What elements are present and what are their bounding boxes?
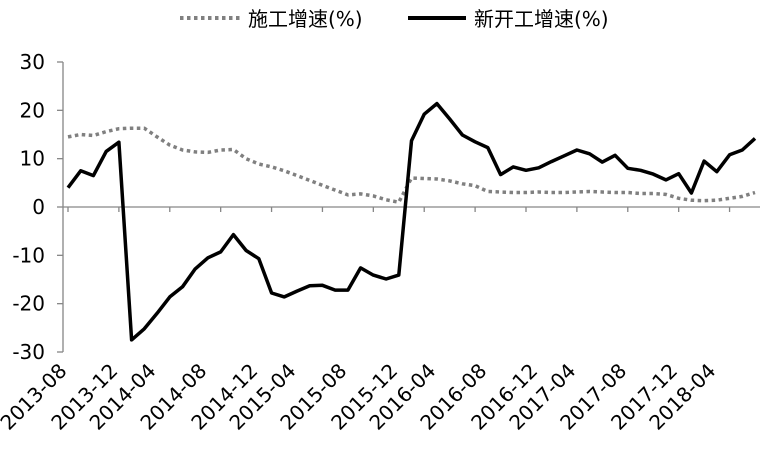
y-tick-label: -10	[12, 243, 45, 267]
x-axis: 2013-082013-122014-042014-082014-122015-…	[0, 206, 760, 435]
y-tick-label: 20	[20, 98, 45, 122]
y-tick-label: -30	[12, 340, 45, 364]
series-line-new-starts	[66, 101, 757, 342]
legend: 施工增速(%) 新开工增速(%)	[180, 7, 609, 31]
legend-label-construction: 施工增速(%)	[248, 7, 363, 31]
legend-label-new-starts: 新开工增速(%)	[474, 7, 609, 31]
y-axis: -30 -20 -10 0 10 20 30	[12, 50, 64, 364]
series-layer	[66, 101, 757, 342]
y-tick-label: 0	[32, 195, 45, 219]
y-tick-label: 10	[20, 147, 45, 171]
y-tick-label: 30	[20, 50, 45, 74]
series-line-construction	[67, 126, 756, 204]
y-tick-label: -20	[12, 292, 45, 316]
